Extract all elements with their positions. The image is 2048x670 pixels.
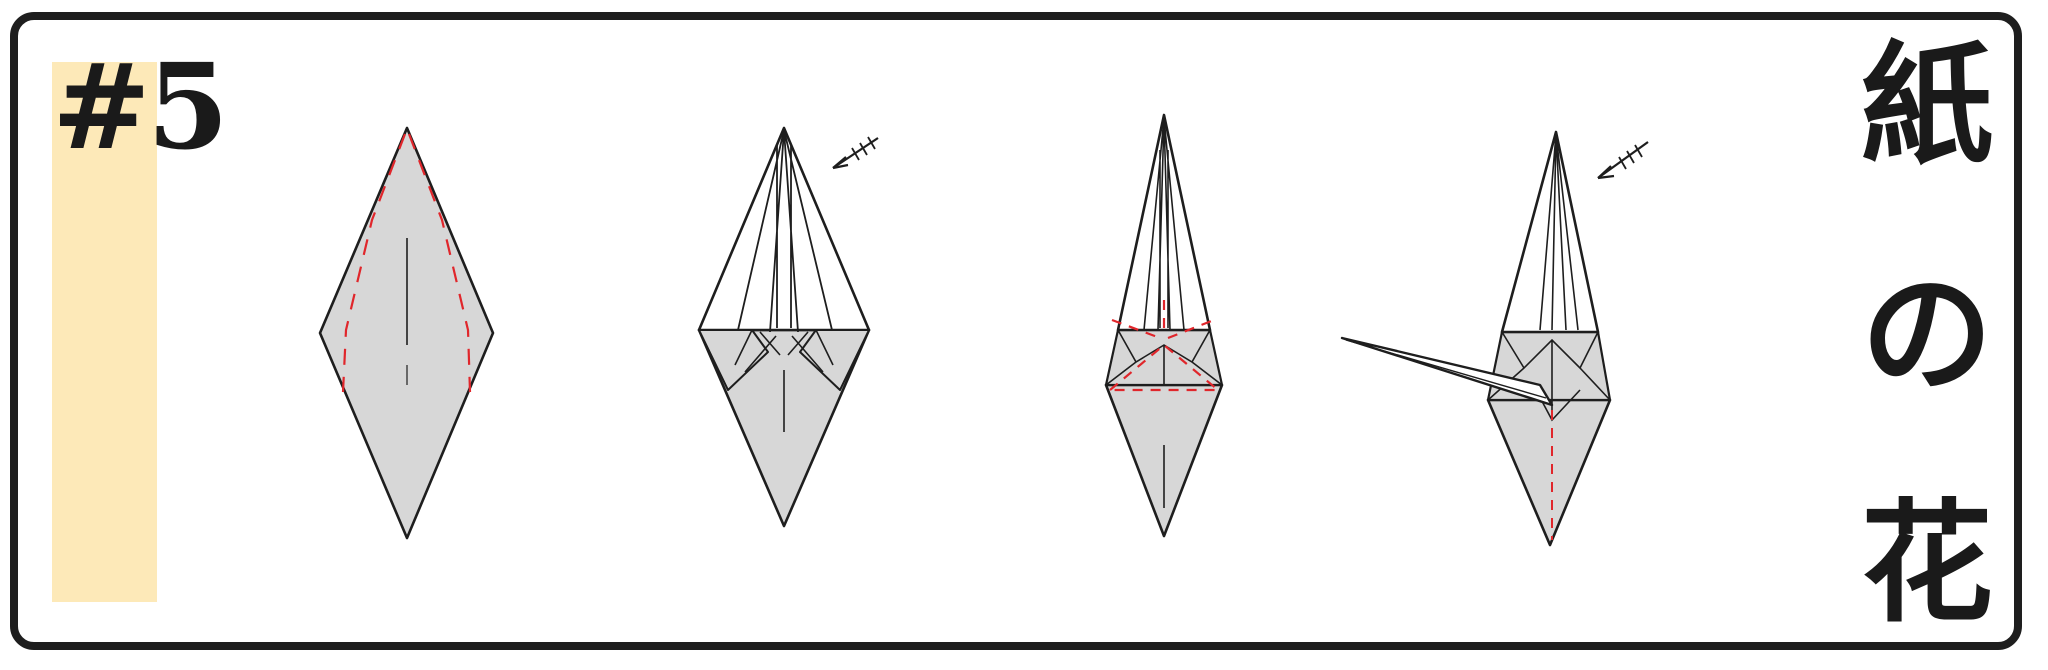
origami-step-2 [697, 126, 879, 528]
title-char: 紙 [1861, 29, 1993, 183]
spike-inner-folds [1539, 133, 1579, 331]
title-char: の [1861, 258, 1993, 412]
fold-guide-left [341, 133, 407, 393]
fold-guide-right [407, 133, 472, 393]
upper-spike [1500, 130, 1600, 334]
origami-step-1 [318, 126, 495, 540]
arrow-icon [832, 136, 879, 170]
lower-body [1486, 398, 1612, 547]
wing-creases [698, 329, 870, 391]
spike-inner-folds [1143, 117, 1185, 331]
reverse-fold-guide [1109, 300, 1222, 392]
origami-step-4 [1340, 130, 1649, 547]
origami-step-3 [1104, 113, 1224, 538]
stem-crease [1345, 339, 1547, 399]
step-number: #5 [52, 37, 229, 176]
page-title: 紙 の 花 [1842, 40, 2012, 630]
upper-flap [697, 126, 871, 332]
arrow-icon [1597, 141, 1649, 180]
title-char: 花 [1861, 487, 1993, 641]
inner-folds-top [737, 129, 833, 333]
upper-spike [1116, 113, 1212, 332]
step-number-highlight [52, 62, 157, 602]
band-creases [1105, 329, 1223, 386]
